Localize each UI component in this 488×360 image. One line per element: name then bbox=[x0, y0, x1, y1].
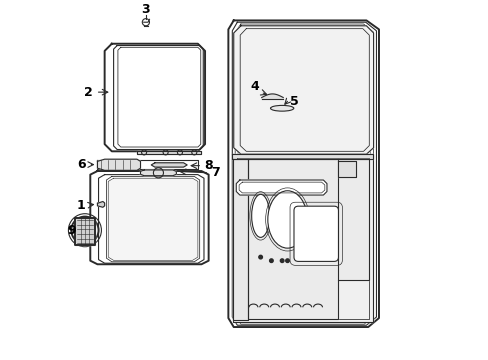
Ellipse shape bbox=[267, 191, 306, 248]
Text: 7: 7 bbox=[211, 166, 220, 179]
Polygon shape bbox=[104, 44, 204, 151]
Ellipse shape bbox=[270, 105, 293, 111]
Text: 4: 4 bbox=[250, 80, 259, 93]
Circle shape bbox=[258, 255, 262, 259]
Polygon shape bbox=[247, 159, 368, 319]
Polygon shape bbox=[75, 218, 94, 244]
Text: 3: 3 bbox=[142, 3, 150, 16]
Polygon shape bbox=[228, 21, 378, 327]
Polygon shape bbox=[108, 178, 198, 260]
Text: 5: 5 bbox=[290, 95, 299, 108]
Circle shape bbox=[280, 259, 284, 262]
Text: 1: 1 bbox=[77, 199, 85, 212]
Circle shape bbox=[269, 259, 273, 262]
Polygon shape bbox=[233, 26, 373, 154]
Ellipse shape bbox=[251, 194, 269, 237]
Polygon shape bbox=[236, 180, 326, 195]
Polygon shape bbox=[140, 170, 176, 176]
Text: 8: 8 bbox=[204, 159, 212, 172]
Circle shape bbox=[285, 259, 289, 262]
Polygon shape bbox=[232, 154, 372, 321]
Polygon shape bbox=[137, 150, 201, 154]
Polygon shape bbox=[151, 163, 187, 167]
Polygon shape bbox=[233, 159, 247, 320]
Polygon shape bbox=[97, 202, 104, 207]
Polygon shape bbox=[97, 159, 140, 170]
Polygon shape bbox=[337, 161, 355, 177]
Text: 6: 6 bbox=[77, 158, 85, 171]
Text: 9: 9 bbox=[67, 224, 76, 238]
FancyBboxPatch shape bbox=[293, 206, 338, 261]
Text: 2: 2 bbox=[84, 86, 93, 99]
Polygon shape bbox=[231, 154, 372, 159]
Polygon shape bbox=[90, 171, 208, 264]
Polygon shape bbox=[261, 94, 283, 99]
Polygon shape bbox=[97, 160, 198, 169]
